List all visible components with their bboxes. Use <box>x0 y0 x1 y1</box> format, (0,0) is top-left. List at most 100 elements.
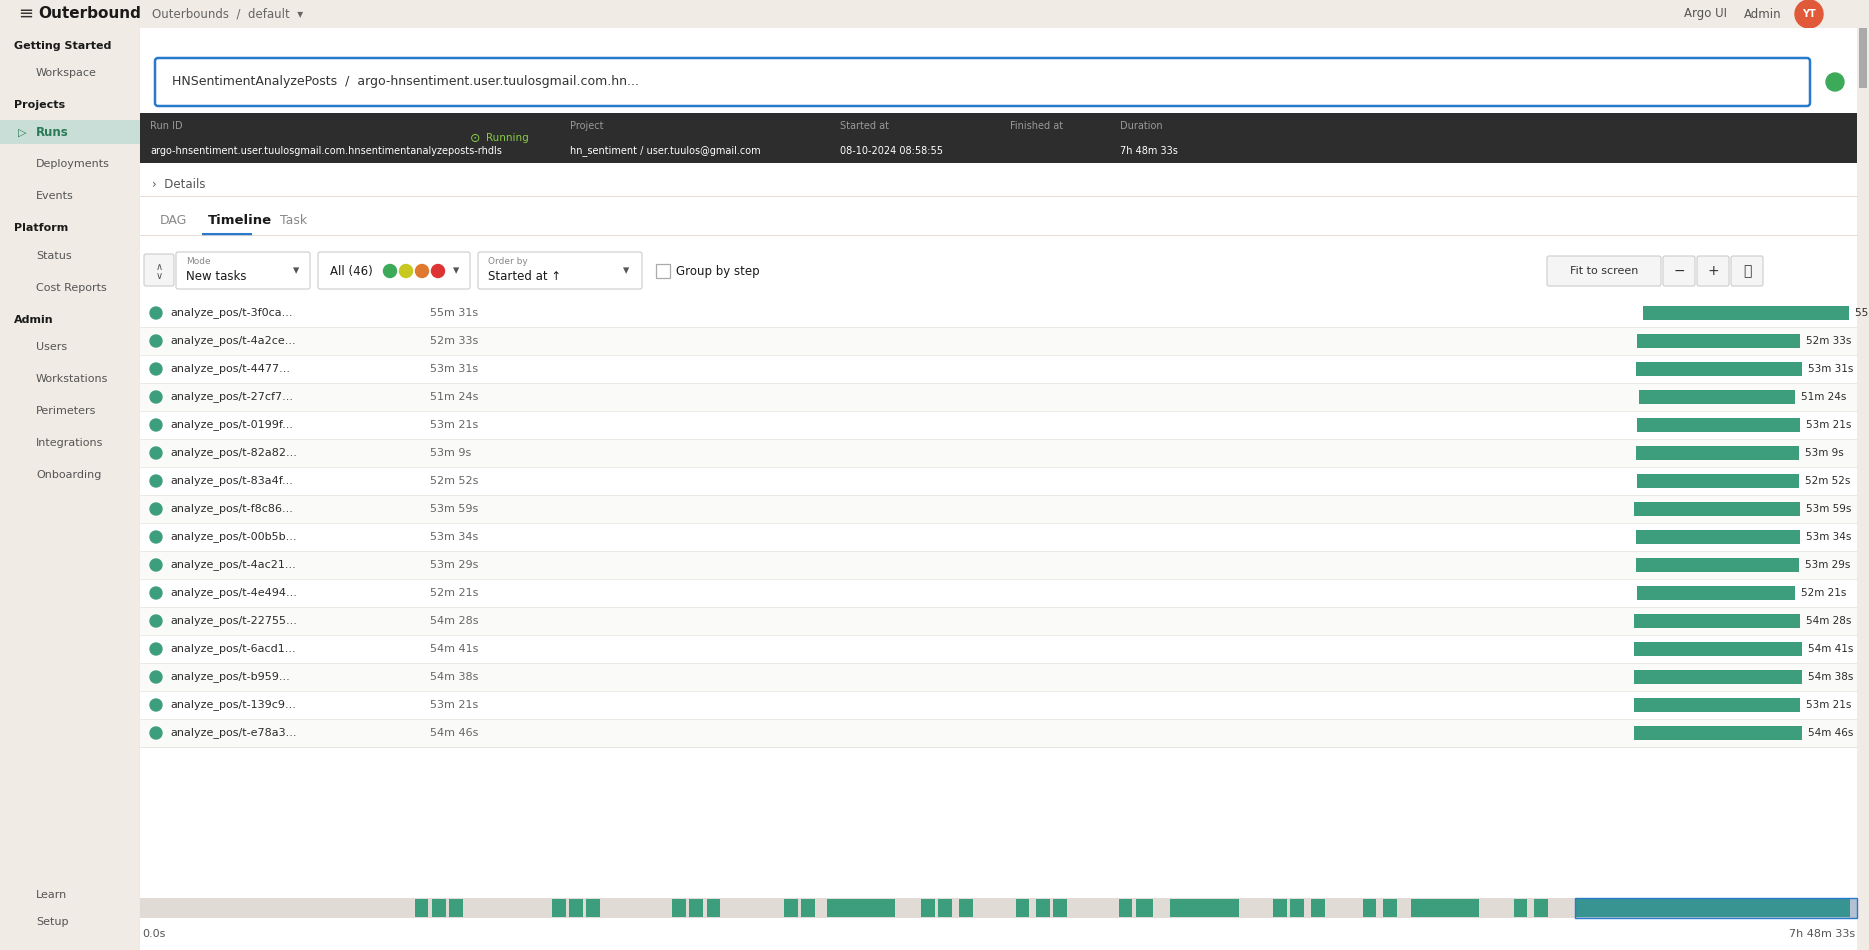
FancyBboxPatch shape <box>478 252 641 289</box>
Bar <box>140 719 1858 747</box>
Bar <box>140 439 1858 467</box>
Circle shape <box>150 419 163 431</box>
Text: Finished at: Finished at <box>1009 121 1063 131</box>
Circle shape <box>415 264 428 277</box>
Bar <box>1514 899 1527 917</box>
Bar <box>1534 899 1548 917</box>
Bar <box>140 383 1858 411</box>
Bar <box>959 899 972 917</box>
Text: 54m 46s: 54m 46s <box>430 728 478 738</box>
Text: 55m 31s: 55m 31s <box>430 308 478 318</box>
Text: Project: Project <box>570 121 604 131</box>
Bar <box>140 495 1858 523</box>
Text: Run ID: Run ID <box>150 121 183 131</box>
Text: 52m 52s: 52m 52s <box>430 476 478 486</box>
Text: 53m 29s: 53m 29s <box>430 560 478 570</box>
Text: 53m 21s: 53m 21s <box>1805 420 1852 430</box>
Text: 53m 9s: 53m 9s <box>430 448 471 458</box>
Text: 54m 28s: 54m 28s <box>430 616 478 626</box>
Circle shape <box>150 475 163 487</box>
Bar <box>1383 899 1396 917</box>
Text: analyze_pos/t-b959...: analyze_pos/t-b959... <box>170 672 290 682</box>
Bar <box>826 899 895 917</box>
Bar <box>1634 614 1800 628</box>
Text: Duration: Duration <box>1120 121 1163 131</box>
FancyBboxPatch shape <box>1663 256 1695 286</box>
Text: ▷: ▷ <box>19 127 26 138</box>
Circle shape <box>150 559 163 571</box>
Bar <box>1290 899 1305 917</box>
Text: Projects: Projects <box>13 100 65 110</box>
Text: 54m 38s: 54m 38s <box>430 672 478 682</box>
Text: ≡: ≡ <box>19 5 34 23</box>
Text: 54m 41s: 54m 41s <box>1807 644 1854 654</box>
Text: Started at: Started at <box>839 121 890 131</box>
Text: +: + <box>1706 264 1719 278</box>
Text: 53m 29s: 53m 29s <box>1805 560 1850 570</box>
Bar <box>921 899 934 917</box>
Text: analyze_pos/t-3f0ca...: analyze_pos/t-3f0ca... <box>170 308 293 318</box>
Text: 52m 52s: 52m 52s <box>1805 476 1850 486</box>
Text: Timeline: Timeline <box>207 215 273 227</box>
Bar <box>783 899 798 917</box>
Circle shape <box>150 531 163 543</box>
Circle shape <box>150 307 163 319</box>
Text: ⛶: ⛶ <box>1742 264 1751 278</box>
Bar <box>140 113 1858 163</box>
Bar <box>432 899 445 917</box>
Bar <box>1635 446 1798 461</box>
Text: Setup: Setup <box>36 917 69 927</box>
Bar <box>140 607 1858 635</box>
Text: 53m 21s: 53m 21s <box>430 700 478 710</box>
Text: Getting Started: Getting Started <box>13 41 112 51</box>
Bar <box>140 579 1858 607</box>
Text: Integrations: Integrations <box>36 438 103 447</box>
Circle shape <box>150 587 163 599</box>
Text: analyze_pos/t-83a4f...: analyze_pos/t-83a4f... <box>170 476 293 486</box>
Circle shape <box>150 699 163 711</box>
Bar <box>656 264 669 278</box>
Bar <box>1170 899 1239 917</box>
FancyBboxPatch shape <box>155 58 1809 106</box>
Text: ▾: ▾ <box>622 264 630 277</box>
Bar <box>1411 899 1478 917</box>
Text: ⊙: ⊙ <box>469 131 480 144</box>
Text: 53m 9s: 53m 9s <box>1805 448 1843 458</box>
Text: 55m 31s: 55m 31s <box>1856 308 1869 318</box>
Text: 0.0s: 0.0s <box>142 929 164 939</box>
Text: analyze_pos/t-4a2ce...: analyze_pos/t-4a2ce... <box>170 335 295 347</box>
Text: analyze_pos/t-00b5b...: analyze_pos/t-00b5b... <box>170 532 297 542</box>
Text: 08-10-2024 08:58:55: 08-10-2024 08:58:55 <box>839 146 944 156</box>
Text: Workstations: Workstations <box>36 373 108 384</box>
Bar <box>1639 390 1796 405</box>
Text: Cost Reports: Cost Reports <box>36 282 107 293</box>
Text: ▾: ▾ <box>293 264 299 277</box>
Text: 54m 38s: 54m 38s <box>1807 672 1854 682</box>
Bar <box>140 691 1858 719</box>
FancyBboxPatch shape <box>144 254 174 286</box>
Bar <box>1858 28 1869 950</box>
Bar <box>1576 898 1858 918</box>
Bar <box>1054 899 1067 917</box>
Text: analyze_pos/t-f8c86...: analyze_pos/t-f8c86... <box>170 504 293 515</box>
Text: Argo UI: Argo UI <box>1684 8 1727 21</box>
Circle shape <box>150 615 163 627</box>
Bar <box>1635 362 1802 376</box>
Text: ›  Details: › Details <box>151 179 206 192</box>
Bar <box>140 551 1858 579</box>
Text: 54m 28s: 54m 28s <box>1805 616 1852 626</box>
FancyBboxPatch shape <box>176 252 310 289</box>
Bar <box>1120 899 1133 917</box>
Text: analyze_pos/t-139c9...: analyze_pos/t-139c9... <box>170 699 295 711</box>
Text: analyze_pos/t-27cf7...: analyze_pos/t-27cf7... <box>170 391 293 403</box>
Bar <box>140 467 1858 495</box>
Text: New tasks: New tasks <box>187 270 247 282</box>
Bar <box>1635 558 1798 572</box>
Text: 53m 21s: 53m 21s <box>1805 700 1852 710</box>
Circle shape <box>383 264 396 277</box>
Text: analyze_pos/t-0199f...: analyze_pos/t-0199f... <box>170 420 293 430</box>
Bar <box>1860 28 1867 88</box>
Bar <box>140 411 1858 439</box>
Bar <box>1858 289 1869 757</box>
Circle shape <box>400 264 413 277</box>
